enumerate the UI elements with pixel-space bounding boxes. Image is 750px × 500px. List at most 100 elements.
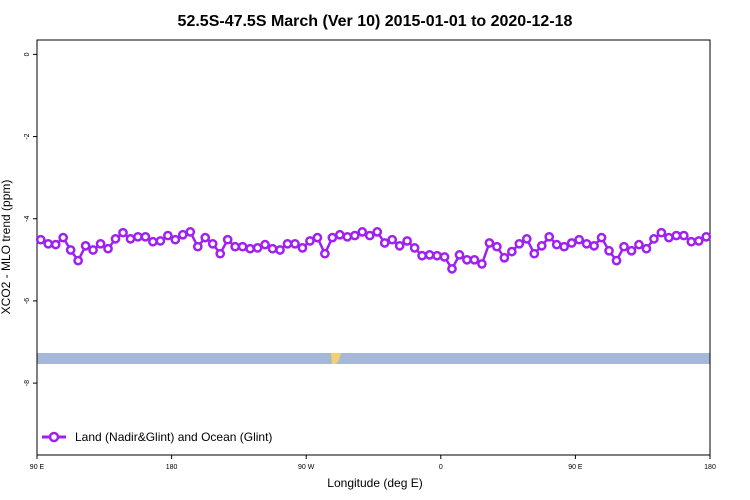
data-point	[477, 259, 487, 269]
data-point	[499, 252, 510, 263]
x-tick-label: 90 W	[298, 464, 315, 471]
data-point	[260, 239, 270, 250]
data-point	[65, 245, 76, 255]
data-point	[484, 238, 495, 248]
data-point	[462, 254, 472, 265]
data-point	[492, 241, 502, 252]
data-point	[604, 245, 614, 256]
data-point	[192, 241, 203, 252]
data-point	[619, 241, 629, 252]
legend-marker	[48, 431, 60, 443]
data-point	[447, 264, 457, 274]
data-point	[634, 239, 644, 250]
data-point	[95, 238, 106, 249]
data-point	[140, 231, 151, 242]
data-point	[342, 231, 353, 242]
data-point	[237, 241, 248, 252]
x-tick-label: 0	[439, 464, 443, 471]
data-point	[43, 238, 54, 249]
data-point	[245, 243, 255, 254]
data-point	[372, 227, 383, 237]
data-point	[693, 236, 704, 246]
data-point	[454, 250, 465, 260]
data-point	[566, 238, 577, 248]
data-point	[678, 230, 689, 241]
data-point	[439, 252, 450, 262]
data-point	[335, 229, 345, 240]
y-tick-label: 0	[24, 52, 31, 56]
data-point	[155, 236, 166, 246]
data-point	[200, 232, 211, 243]
data-point	[424, 250, 435, 260]
data-point	[364, 230, 375, 241]
data-point	[282, 238, 293, 249]
data-point	[267, 243, 278, 254]
data-point	[626, 245, 637, 256]
data-point	[349, 230, 360, 241]
data-point	[103, 243, 113, 254]
data-point	[163, 230, 173, 241]
data-point	[536, 241, 547, 251]
data-point	[551, 239, 562, 250]
data-point	[230, 241, 241, 252]
data-point	[305, 236, 315, 246]
data-point	[170, 234, 181, 245]
data-point	[58, 232, 69, 243]
data-point	[521, 234, 532, 244]
data-point	[544, 231, 555, 242]
data-point	[50, 239, 61, 250]
data-point	[506, 246, 517, 257]
data-point	[379, 238, 390, 248]
data-point	[80, 241, 91, 251]
surface-mask	[37, 353, 710, 364]
data-point	[35, 234, 46, 245]
legend-label: Land (Nadir&Glint) and Ocean (Glint)	[75, 430, 272, 444]
data-point	[320, 248, 330, 259]
y-axis-label: XCO2 - MLO trend (ppm)	[0, 180, 13, 315]
x-tick-label: 90 E	[568, 464, 583, 471]
data-point	[327, 232, 338, 243]
data-point	[177, 229, 188, 240]
data-point	[148, 236, 158, 247]
data-point	[574, 234, 584, 245]
data-point	[275, 245, 285, 255]
data-point	[215, 248, 226, 259]
land-mask	[331, 353, 341, 364]
data-point	[611, 255, 622, 266]
data-point	[469, 254, 480, 265]
data-point	[387, 234, 398, 245]
x-axis-label: Longitude (deg E)	[327, 476, 422, 490]
data-point	[686, 236, 697, 247]
data-point	[290, 238, 300, 249]
data-point	[664, 232, 674, 243]
data-point	[589, 241, 599, 251]
y-tick-label: -2	[24, 133, 31, 139]
x-tick-label: 180	[166, 464, 178, 471]
chart-title: 52.5S-47.5S March (Ver 10) 2015-01-01 to…	[178, 13, 573, 30]
y-tick-label: -6	[24, 298, 31, 304]
data-point	[649, 234, 659, 244]
data-point	[357, 227, 368, 237]
plot-frame	[36, 39, 711, 456]
data-point	[529, 248, 540, 259]
data-point	[133, 231, 143, 242]
data-point	[641, 243, 652, 254]
data-point	[222, 234, 233, 245]
data-point	[118, 227, 128, 238]
data-point	[312, 232, 323, 243]
data-point	[671, 230, 682, 241]
data-point	[88, 245, 98, 255]
data-point	[207, 238, 218, 249]
data-point	[417, 250, 427, 261]
y-tick-label: -4	[24, 216, 31, 222]
data-point	[656, 227, 667, 238]
y-tick-label: -8	[24, 380, 31, 386]
data-point	[402, 236, 412, 246]
data-point	[596, 232, 607, 243]
x-tick-label: 90 E	[30, 464, 45, 471]
x-tick-label: 180	[704, 464, 716, 471]
data-point	[110, 234, 121, 244]
data-point	[409, 243, 420, 253]
data-point	[559, 241, 570, 252]
